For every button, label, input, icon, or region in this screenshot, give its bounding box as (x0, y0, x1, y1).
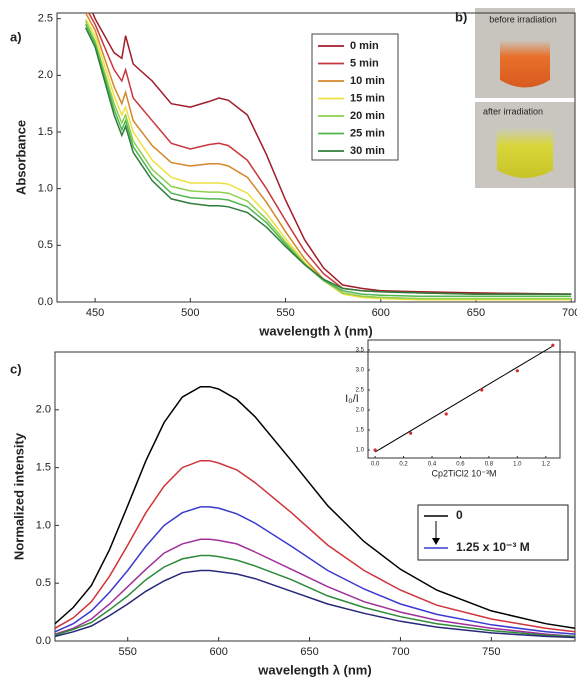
legend-label: 0 (456, 508, 463, 522)
plot-frame (367, 339, 561, 459)
photo-panel: before irradiation after irradiation (475, 8, 575, 188)
legend-label: 20 min (350, 110, 385, 122)
x-tick-label: 0.2 (399, 462, 408, 468)
y-tick-label: 0.5 (38, 239, 53, 251)
line-series (55, 538, 575, 638)
y-tick-label: 1.5 (36, 462, 51, 474)
line-series (84, 27, 572, 295)
legend-label: 0 min (350, 40, 379, 52)
legend-box (417, 504, 569, 561)
y-tick-label: 1.0 (356, 448, 365, 454)
photo-caption: before irradiation (489, 14, 557, 24)
y-tick-label: 2.5 (38, 13, 53, 25)
line-series (55, 506, 575, 635)
y-axis-label: I₀/I (345, 393, 359, 405)
y-axis-label: Absorbance (13, 120, 28, 195)
panel-label: c) (10, 361, 22, 376)
line-series (55, 385, 575, 630)
y-tick-label: 0.0 (38, 296, 53, 308)
y-tick-label: 1.5 (38, 126, 53, 138)
plot-lines (55, 385, 575, 639)
y-tick-label: 2.5 (356, 388, 365, 394)
y-tick-label: 2.0 (38, 69, 53, 81)
y-tick-label: 1.5 (356, 428, 365, 434)
legend-label: 10 min (350, 75, 385, 87)
point (444, 412, 448, 416)
panel-label: a) (10, 29, 22, 44)
y-tick-label: 2.0 (356, 408, 365, 414)
x-tick-label: 750 (482, 646, 500, 658)
line-series (55, 459, 575, 633)
point (480, 388, 484, 392)
x-tick-label: 550 (276, 307, 294, 319)
x-tick-label: 600 (209, 646, 227, 658)
x-tick-label: 0.6 (456, 462, 465, 468)
vial (497, 128, 553, 178)
y-tick-label: 0.5 (36, 577, 51, 589)
y-tick-label: 0.0 (36, 635, 51, 647)
fit-line (374, 345, 554, 453)
photo-caption: after irradiation (483, 106, 543, 116)
x-tick-label: 600 (372, 307, 390, 319)
point (409, 431, 413, 435)
y-tick-label: 3.5 (356, 348, 365, 354)
x-tick-label: 650 (300, 646, 318, 658)
legend-label: 15 min (350, 92, 385, 104)
x-tick-label: 0.4 (428, 462, 437, 468)
x-axis-label: wavelength λ (nm) (257, 662, 371, 677)
arrow-head (432, 538, 440, 545)
legend: 0 min 5 min 10 min 15 min 20 min 25 min 30 min (311, 33, 399, 161)
y-axis-label: Normalized intensity (11, 432, 26, 560)
x-tick-label: 500 (181, 307, 199, 319)
x-axis-label: Cp2TiCl2 10⁻³M (432, 468, 497, 478)
plot-frame (54, 351, 576, 642)
legend-label: 1.25 x 10⁻³ M (456, 540, 530, 554)
panel-label: b) (455, 9, 467, 24)
line-series (55, 554, 575, 638)
x-tick-label: 0.8 (485, 462, 494, 468)
x-tick-label: 700 (391, 646, 409, 658)
legend: 0 1.25 x 10⁻³ M (417, 504, 569, 561)
x-tick-label: 1.2 (542, 462, 551, 468)
line-series (91, 13, 572, 295)
y-tick-label: 1.0 (38, 183, 53, 195)
line-series (84, 18, 572, 301)
y-tick-label: 2.0 (36, 404, 51, 416)
line-series (84, 20, 572, 300)
plot-frame (56, 12, 576, 303)
vial (500, 40, 550, 88)
x-axis-label: wavelength λ (nm) (258, 323, 372, 338)
legend-label: 25 min (350, 127, 385, 139)
legend-box (311, 33, 399, 161)
point (551, 343, 555, 347)
line-series (84, 23, 572, 298)
x-tick-label: 700 (562, 307, 577, 319)
x-tick-label: 450 (86, 307, 104, 319)
point (373, 448, 377, 452)
point (515, 369, 519, 373)
x-tick-label: 550 (119, 646, 137, 658)
y-tick-label: 3.0 (356, 368, 365, 374)
line-series (55, 569, 575, 639)
y-tick-label: 1.0 (36, 519, 51, 531)
x-tick-label: 0.0 (371, 462, 380, 468)
legend-label: 30 min (350, 145, 385, 157)
legend-label: 5 min (350, 57, 379, 69)
x-tick-label: 1.0 (513, 462, 522, 468)
plot-lines (84, 13, 572, 301)
x-tick-label: 650 (467, 307, 485, 319)
